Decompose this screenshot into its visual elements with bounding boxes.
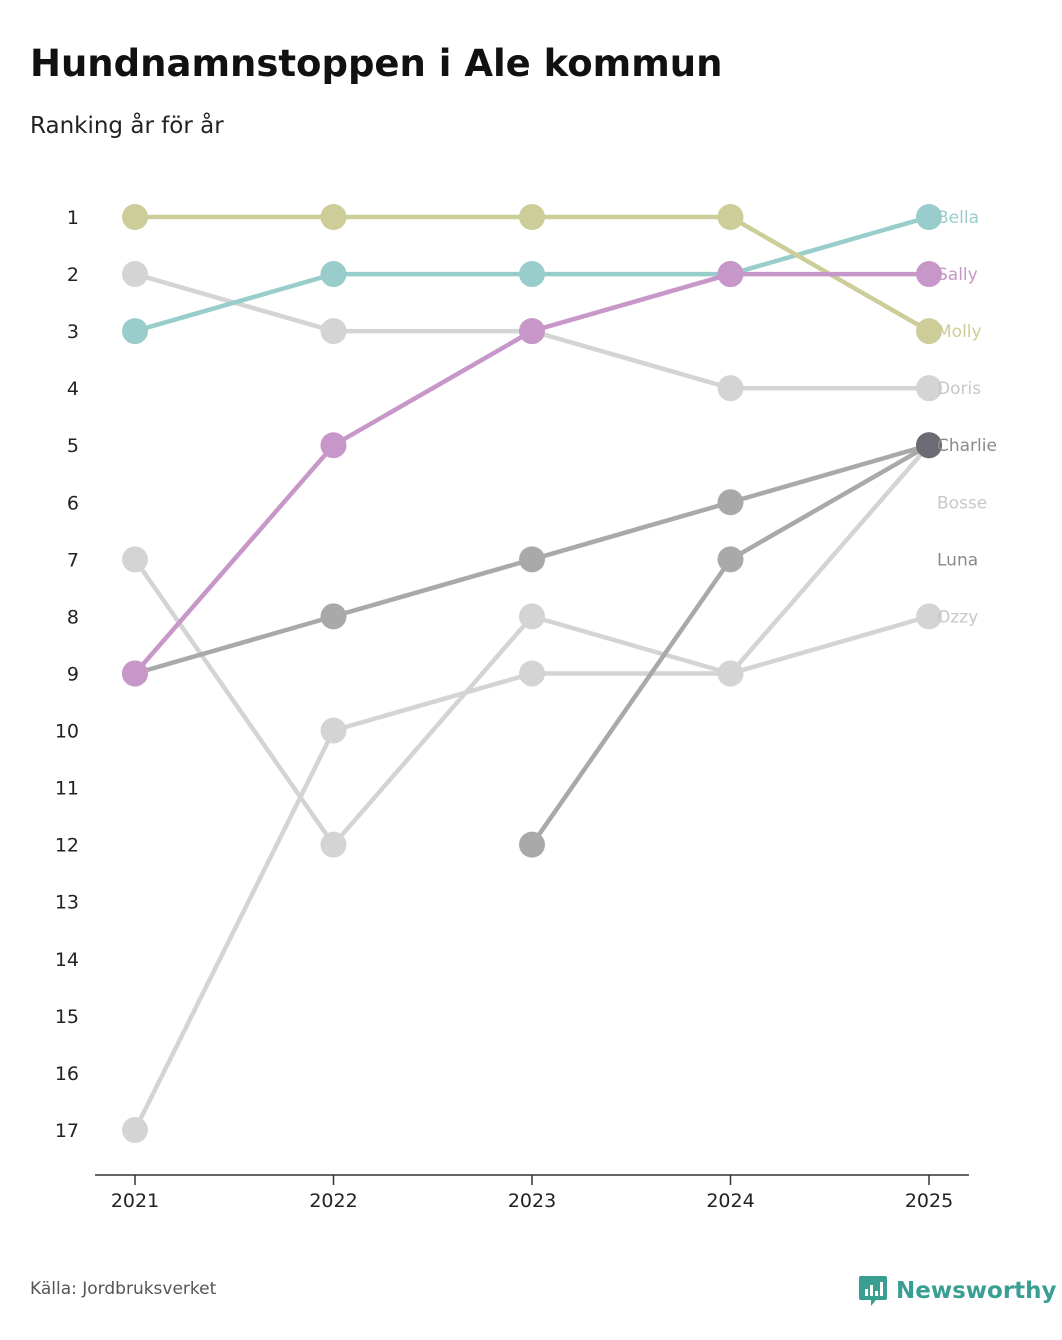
end-label-ozzy: Ozzy [937, 607, 978, 627]
point-charlie-2023 [519, 546, 545, 573]
point-ozzy-2025 [916, 603, 942, 630]
y-tick-label-16: 16 [55, 1063, 79, 1085]
y-tick-label-12: 12 [55, 835, 79, 857]
point-doris-2021 [122, 261, 148, 288]
y-tick-label-5: 5 [67, 435, 79, 457]
y-tick-label-9: 9 [67, 663, 79, 685]
source-note: Källa: Jordbruksverket [30, 1279, 217, 1299]
series-line-ozzy [132, 557, 932, 847]
point-charlie-2025 [916, 432, 942, 459]
y-tick-label-15: 15 [55, 1006, 79, 1028]
point-luna-2024 [717, 546, 744, 573]
point-molly-2021 [122, 204, 148, 230]
y-tick-label-1: 1 [67, 207, 79, 229]
point-ozzy-2023 [519, 603, 545, 630]
y-tick-label-14: 14 [55, 949, 79, 971]
chart-title: Hundnamnstoppen i Ale kommun [30, 42, 723, 85]
y-tick-label-13: 13 [55, 892, 79, 914]
brand-name: Newsworthy [896, 1278, 1057, 1304]
point-sally-2023 [519, 318, 545, 345]
point-molly-2024 [717, 204, 744, 230]
y-tick-label-6: 6 [67, 492, 79, 514]
point-charlie-2024 [717, 489, 744, 516]
x-tick-label-2024: 2024 [706, 1190, 754, 1212]
end-label-bella: Bella [937, 208, 979, 228]
point-ozzy-2022 [320, 831, 347, 858]
end-label-molly: Molly [937, 322, 982, 342]
point-bella-2025 [916, 204, 942, 230]
point-molly-2023 [519, 204, 545, 230]
x-tick-label-2025: 2025 [905, 1190, 953, 1212]
point-bosse-2024 [717, 660, 744, 687]
y-tick-label-11: 11 [55, 778, 79, 800]
end-label-sally: Sally [937, 265, 978, 285]
point-sally-2025 [916, 261, 942, 288]
x-tick-label-2023: 2023 [508, 1190, 556, 1212]
point-bosse-2023 [519, 660, 545, 687]
newsworthy-icon [859, 1276, 887, 1306]
y-tick-label-2: 2 [67, 264, 79, 286]
x-tick-label-2021: 2021 [111, 1190, 159, 1212]
point-sally-2021 [122, 660, 148, 687]
point-doris-2024 [717, 375, 744, 402]
end-label-charlie: Charlie [937, 436, 997, 456]
point-doris-2025 [916, 375, 942, 402]
point-bosse-2021 [122, 1116, 148, 1143]
point-doris-2022 [320, 318, 347, 345]
y-tick-label-8: 8 [67, 606, 79, 628]
y-tick-label-7: 7 [67, 549, 79, 571]
x-tick-label-2022: 2022 [309, 1190, 357, 1212]
point-bella-2022 [320, 261, 347, 288]
point-ozzy-2021 [122, 546, 148, 573]
y-tick-label-4: 4 [67, 378, 79, 400]
y-tick-label-10: 10 [55, 721, 79, 743]
end-label-luna: Luna [937, 550, 978, 570]
point-bella-2021 [122, 318, 148, 345]
end-label-bosse: Bosse [937, 493, 987, 513]
point-molly-2025 [916, 318, 942, 345]
brand-logo: Newsworthy [858, 1274, 1057, 1308]
point-charlie-2022 [320, 603, 347, 630]
y-tick-label-3: 3 [67, 321, 79, 343]
point-luna-2023 [519, 831, 545, 858]
point-bosse-2022 [320, 717, 347, 744]
point-sally-2024 [717, 261, 744, 288]
y-tick-label-17: 17 [55, 1120, 79, 1142]
point-bella-2023 [519, 261, 545, 288]
point-sally-2022 [320, 432, 347, 459]
chart-subtitle: Ranking år för år [30, 113, 224, 139]
point-molly-2022 [320, 204, 347, 230]
end-label-doris: Doris [937, 379, 981, 399]
